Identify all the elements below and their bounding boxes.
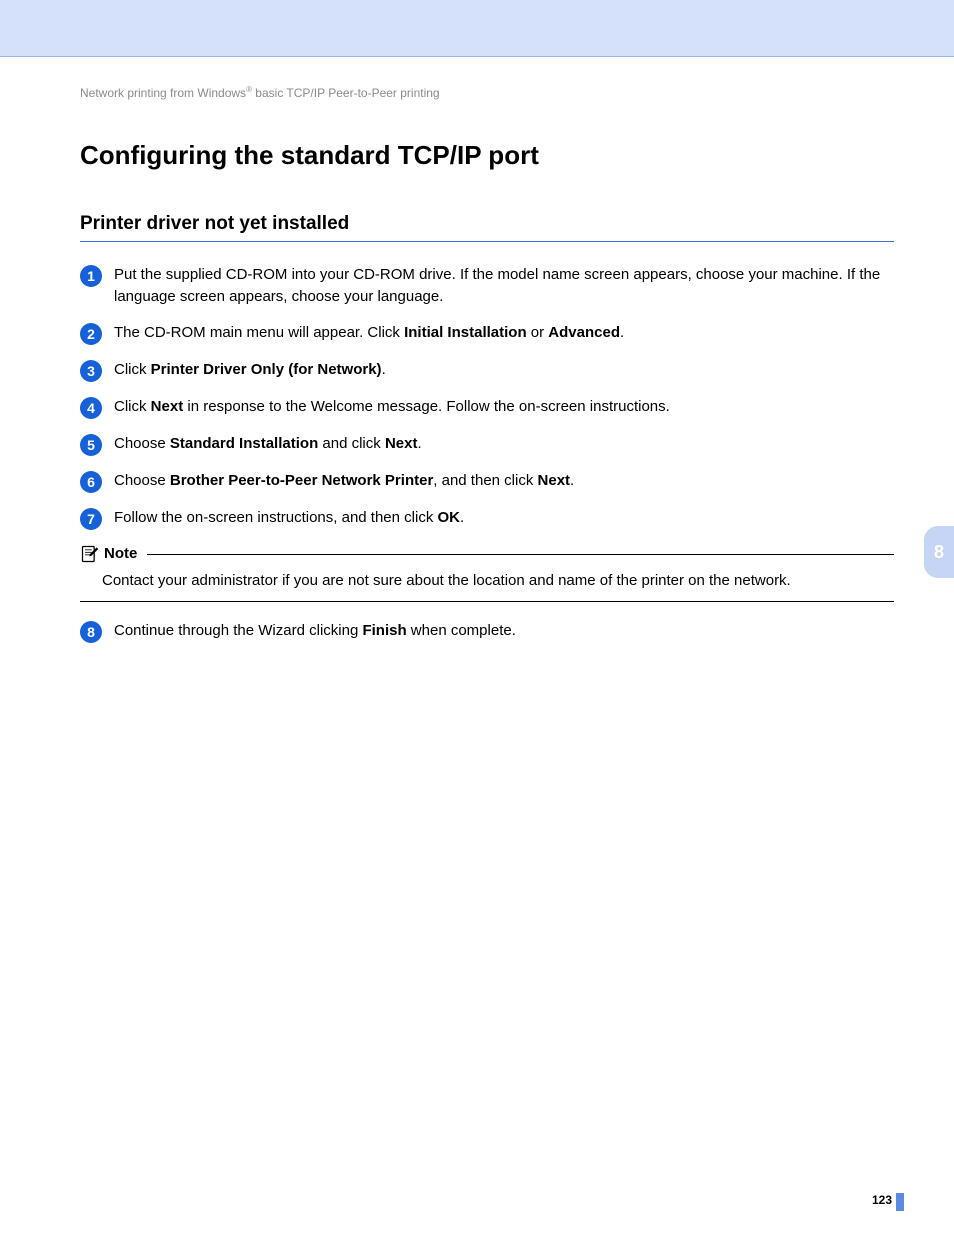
step-text: Continue through the Wizard clicking Fin… [114,620,894,642]
step-text-run: Click [114,398,151,415]
step-number-badge: 3 [80,360,102,382]
step-text: Click Next in response to the Welcome me… [114,396,894,418]
step-text-run: Click [114,361,151,378]
note-block: Note Contact your administrator if you a… [80,544,894,602]
step-text-run: , and then click [433,472,537,489]
step-text-run: . [460,509,464,526]
step-text-run: Choose [114,435,170,452]
step-text-bold: Finish [362,622,406,639]
step-text-run: when complete. [407,622,516,639]
page-number-mark [896,1193,904,1211]
page-content: Network printing from Windows® basic TCP… [0,57,954,643]
note-header: Note [80,544,894,564]
step-item: 4 Click Next in response to the Welcome m… [80,396,894,419]
step-text: Put the supplied CD-ROM into your CD-ROM… [114,264,894,308]
step-text-run: Continue through the Wizard clicking [114,622,362,639]
steps-list-after: 8 Continue through the Wizard clicking Fi… [80,620,894,643]
step-item: 3 Click Printer Driver Only (for Network)… [80,359,894,382]
note-icon [80,544,100,564]
step-item: 1 Put the supplied CD-ROM into your CD-RO… [80,264,894,308]
step-text-run: . [620,324,624,341]
top-band [0,0,954,56]
step-text-run: . [382,361,386,378]
step-text: The CD-ROM main menu will appear. Click … [114,322,894,344]
step-text-bold: Initial Installation [404,324,527,341]
note-body: Contact your administrator if you are no… [80,564,894,601]
step-text-bold: Advanced [548,324,620,341]
step-text-run: or [527,324,549,341]
step-item: 2 The CD-ROM main menu will appear. Click… [80,322,894,345]
note-label: Note [104,545,137,562]
step-text-bold: OK [438,509,461,526]
step-number-badge: 2 [80,323,102,345]
step-text-bold: Next [151,398,184,415]
step-item: 6 Choose Brother Peer-to-Peer Network Pri… [80,470,894,493]
section-subtitle: Printer driver not yet installed [80,213,894,242]
step-text-run: . [417,435,421,452]
step-text-bold: Printer Driver Only (for Network) [151,361,382,378]
step-text-run: Put the supplied CD-ROM into your CD-ROM… [114,266,880,305]
note-header-rule [147,554,894,555]
step-text-run: The CD-ROM main menu will appear. Click [114,324,404,341]
page-wrap: Network printing from Windows® basic TCP… [0,0,954,1235]
step-number-badge: 5 [80,434,102,456]
step-number-badge: 7 [80,508,102,530]
step-text-bold: Next [385,435,418,452]
step-text: Choose Brother Peer-to-Peer Network Prin… [114,470,894,492]
step-number-badge: 4 [80,397,102,419]
chapter-tab: 8 [924,526,954,578]
breadcrumb: Network printing from Windows® basic TCP… [80,85,894,100]
steps-list: 1 Put the supplied CD-ROM into your CD-RO… [80,264,894,530]
step-text-run: Follow the on-screen instructions, and t… [114,509,438,526]
step-item: 5 Choose Standard Installation and click … [80,433,894,456]
step-text: Click Printer Driver Only (for Network). [114,359,894,381]
step-item: 7 Follow the on-screen instructions, and … [80,507,894,530]
step-text: Choose Standard Installation and click N… [114,433,894,455]
step-number-badge: 8 [80,621,102,643]
step-number-badge: 1 [80,265,102,287]
step-text-run: . [570,472,574,489]
note-bottom-rule [80,601,894,602]
step-text-run: Choose [114,472,170,489]
chapter-tab-number: 8 [934,542,944,563]
step-item: 8 Continue through the Wizard clicking Fi… [80,620,894,643]
step-text-bold: Standard Installation [170,435,318,452]
step-text-run: and click [318,435,385,452]
breadcrumb-prefix: Network printing from Windows [80,86,246,100]
step-text-bold: Next [538,472,571,489]
step-number-badge: 6 [80,471,102,493]
step-text-bold: Brother Peer-to-Peer Network Printer [170,472,433,489]
page-title: Configuring the standard TCP/IP port [80,140,894,171]
step-text: Follow the on-screen instructions, and t… [114,507,894,529]
breadcrumb-suffix: basic TCP/IP Peer-to-Peer printing [252,86,440,100]
step-text-run: in response to the Welcome message. Foll… [183,398,670,415]
page-number: 123 [872,1193,892,1207]
